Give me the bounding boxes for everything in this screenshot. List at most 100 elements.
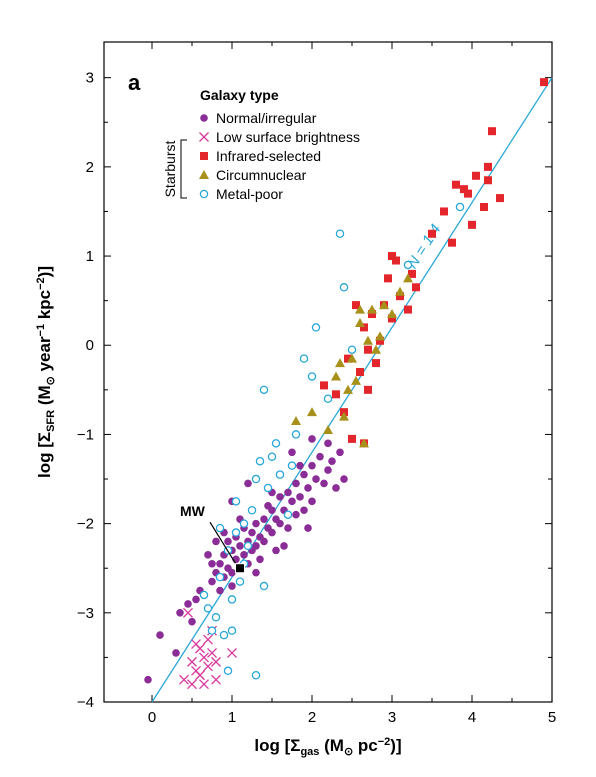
data-point <box>268 528 276 537</box>
legend-entry-label: Metal-poor <box>216 186 283 202</box>
data-point <box>275 470 285 479</box>
data-point <box>228 582 236 590</box>
data-point <box>267 452 277 461</box>
data-point <box>272 546 280 555</box>
data-point <box>199 652 209 663</box>
data-point <box>260 515 268 523</box>
data-point <box>312 475 320 483</box>
data-point <box>187 656 197 667</box>
data-point <box>307 407 317 417</box>
data-point <box>252 542 260 550</box>
data-point <box>292 510 300 519</box>
data-point <box>219 630 229 640</box>
data-point <box>231 497 241 506</box>
data-point <box>316 452 324 461</box>
legend-marker <box>199 170 209 179</box>
y-tick-label: −4 <box>77 694 94 711</box>
x-tick-label: 3 <box>388 709 396 726</box>
panel-label: a <box>128 70 141 95</box>
data-point <box>320 381 328 390</box>
data-point <box>356 368 364 376</box>
data-point <box>308 461 316 470</box>
data-point <box>324 466 332 474</box>
series-circumnuclear <box>291 273 413 448</box>
data-point <box>268 506 276 515</box>
data-point <box>355 304 365 314</box>
y-tick-label: 3 <box>86 70 94 87</box>
data-point <box>211 613 221 622</box>
data-points <box>144 78 548 690</box>
plot-frame <box>103 41 553 703</box>
legend-title: Galaxy type <box>200 87 279 103</box>
data-point <box>360 323 368 332</box>
data-point <box>259 385 269 395</box>
data-point <box>300 470 308 479</box>
data-point <box>251 474 261 484</box>
data-point <box>172 649 180 657</box>
data-point <box>256 555 264 564</box>
data-point <box>291 430 301 439</box>
data-point <box>207 626 217 635</box>
data-point <box>307 372 317 381</box>
data-point <box>352 301 360 310</box>
data-point <box>428 229 436 238</box>
data-point <box>239 519 249 528</box>
y-axis-label: log [ΣSFR (M⊙ year−1 kpc−2)] <box>35 266 57 478</box>
data-point <box>371 344 381 354</box>
data-point <box>215 572 225 582</box>
data-point <box>244 479 252 488</box>
data-point <box>484 176 492 185</box>
x-tick-label: 0 <box>148 709 156 726</box>
data-point <box>452 180 460 189</box>
legend-entry: Circumnuclear <box>199 167 307 183</box>
data-point <box>255 456 265 466</box>
data-point <box>388 314 396 323</box>
data-point <box>223 666 233 676</box>
legend-entry-label: Circumnuclear <box>216 167 307 183</box>
data-point <box>284 488 292 497</box>
data-point <box>336 448 344 457</box>
legend-entry-label: Infrared-selected <box>216 148 321 164</box>
data-point <box>199 679 209 690</box>
y-tick-label: 1 <box>86 248 94 265</box>
data-point <box>388 252 396 261</box>
data-point <box>331 371 341 381</box>
data-point <box>291 416 301 426</box>
data-point <box>440 207 448 216</box>
data-point <box>228 568 236 577</box>
data-point <box>375 331 385 341</box>
data-point <box>203 634 213 645</box>
data-point <box>235 577 245 586</box>
data-point <box>276 493 284 501</box>
data-point <box>328 457 336 465</box>
legend-entry: Normal/irregular <box>200 110 317 126</box>
data-point <box>348 434 356 443</box>
axis-ticks <box>104 42 553 703</box>
legend-entry: Infrared-selected <box>200 148 321 164</box>
data-point <box>363 335 373 345</box>
data-point <box>488 127 496 136</box>
data-point <box>364 385 372 394</box>
data-point <box>288 448 296 457</box>
data-point <box>260 537 268 546</box>
data-point <box>448 238 456 247</box>
data-point <box>287 461 297 470</box>
data-point <box>199 590 209 600</box>
data-point <box>484 162 492 171</box>
data-point <box>292 479 300 488</box>
data-point <box>372 359 380 368</box>
data-point <box>367 304 377 314</box>
data-point <box>203 661 213 672</box>
data-point <box>387 309 397 319</box>
x-tick-label: 5 <box>548 709 556 726</box>
data-point <box>368 310 376 319</box>
data-point <box>192 595 200 604</box>
data-point <box>408 269 416 278</box>
data-point <box>464 189 472 198</box>
data-point <box>184 600 192 608</box>
data-point <box>252 568 260 577</box>
series-low-surface-brightness <box>179 607 237 690</box>
series-metal-poor <box>199 202 465 680</box>
data-point <box>347 353 357 363</box>
data-point <box>208 559 216 568</box>
